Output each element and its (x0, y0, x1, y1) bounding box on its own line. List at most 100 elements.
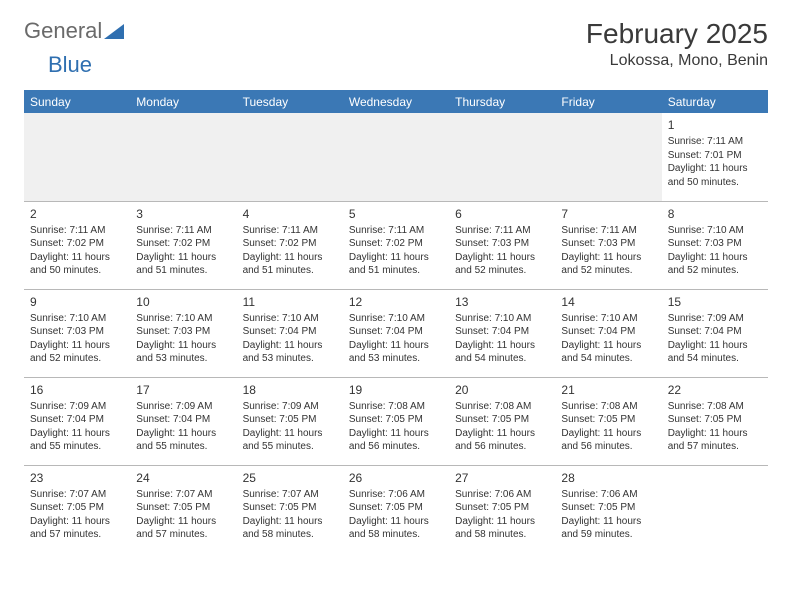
day-sunrise: Sunrise: 7:11 AM (349, 224, 443, 238)
day-sunset: Sunset: 7:05 PM (136, 501, 230, 515)
day-sunset: Sunset: 7:04 PM (349, 325, 443, 339)
day-daylight: Daylight: 11 hours and 57 minutes. (136, 515, 230, 542)
calendar-cell: 3Sunrise: 7:11 AMSunset: 7:02 PMDaylight… (130, 201, 236, 289)
day-sunrise: Sunrise: 7:10 AM (668, 224, 762, 238)
calendar-cell: 27Sunrise: 7:06 AMSunset: 7:05 PMDayligh… (449, 465, 555, 553)
calendar-cell: 19Sunrise: 7:08 AMSunset: 7:05 PMDayligh… (343, 377, 449, 465)
day-sunrise: Sunrise: 7:07 AM (243, 488, 337, 502)
calendar-row: 23Sunrise: 7:07 AMSunset: 7:05 PMDayligh… (24, 465, 768, 553)
day-number: 13 (455, 294, 549, 310)
day-sunrise: Sunrise: 7:06 AM (561, 488, 655, 502)
day-sunrise: Sunrise: 7:09 AM (30, 400, 124, 414)
day-number: 20 (455, 382, 549, 398)
day-daylight: Daylight: 11 hours and 52 minutes. (30, 339, 124, 366)
day-daylight: Daylight: 11 hours and 53 minutes. (349, 339, 443, 366)
weekday-header: Sunday (24, 91, 130, 114)
day-sunset: Sunset: 7:05 PM (561, 501, 655, 515)
day-sunrise: Sunrise: 7:08 AM (455, 400, 549, 414)
day-daylight: Daylight: 11 hours and 56 minutes. (455, 427, 549, 454)
day-number: 9 (30, 294, 124, 310)
calendar-table: Sunday Monday Tuesday Wednesday Thursday… (24, 90, 768, 553)
day-daylight: Daylight: 11 hours and 56 minutes. (561, 427, 655, 454)
day-daylight: Daylight: 11 hours and 54 minutes. (561, 339, 655, 366)
day-number: 8 (668, 206, 762, 222)
calendar-cell-empty (237, 113, 343, 201)
day-number: 1 (668, 117, 762, 133)
day-sunrise: Sunrise: 7:11 AM (668, 135, 762, 149)
weekday-header: Thursday (449, 91, 555, 114)
day-number: 27 (455, 470, 549, 486)
day-sunset: Sunset: 7:05 PM (455, 501, 549, 515)
calendar-cell: 26Sunrise: 7:06 AMSunset: 7:05 PMDayligh… (343, 465, 449, 553)
day-sunset: Sunset: 7:02 PM (136, 237, 230, 251)
day-sunrise: Sunrise: 7:11 AM (136, 224, 230, 238)
day-sunset: Sunset: 7:03 PM (455, 237, 549, 251)
month-title: February 2025 (586, 18, 768, 50)
calendar-cell: 16Sunrise: 7:09 AMSunset: 7:04 PMDayligh… (24, 377, 130, 465)
calendar-body: 1Sunrise: 7:11 AMSunset: 7:01 PMDaylight… (24, 113, 768, 553)
calendar-cell: 22Sunrise: 7:08 AMSunset: 7:05 PMDayligh… (662, 377, 768, 465)
day-sunrise: Sunrise: 7:08 AM (561, 400, 655, 414)
day-daylight: Daylight: 11 hours and 50 minutes. (668, 162, 762, 189)
calendar-cell: 1Sunrise: 7:11 AMSunset: 7:01 PMDaylight… (662, 113, 768, 201)
day-sunrise: Sunrise: 7:07 AM (30, 488, 124, 502)
day-sunrise: Sunrise: 7:06 AM (349, 488, 443, 502)
calendar-cell: 18Sunrise: 7:09 AMSunset: 7:05 PMDayligh… (237, 377, 343, 465)
day-number: 11 (243, 294, 337, 310)
calendar-cell: 24Sunrise: 7:07 AMSunset: 7:05 PMDayligh… (130, 465, 236, 553)
calendar-cell: 6 Sunrise: 7:11 AMSunset: 7:03 PMDaylight… (449, 201, 555, 289)
logo-text-blue: Blue (48, 52, 92, 77)
day-number: 2 (30, 206, 124, 222)
day-sunrise: Sunrise: 7:10 AM (349, 312, 443, 326)
day-sunrise: Sunrise: 7:10 AM (30, 312, 124, 326)
day-number: 14 (561, 294, 655, 310)
day-sunset: Sunset: 7:04 PM (455, 325, 549, 339)
day-daylight: Daylight: 11 hours and 51 minutes. (136, 251, 230, 278)
day-number: 6 (455, 206, 549, 222)
calendar-cell: 20Sunrise: 7:08 AMSunset: 7:05 PMDayligh… (449, 377, 555, 465)
weekday-header: Saturday (662, 91, 768, 114)
day-sunrise: Sunrise: 7:11 AM (455, 224, 549, 238)
day-sunset: Sunset: 7:04 PM (136, 413, 230, 427)
calendar-cell: 15Sunrise: 7:09 AMSunset: 7:04 PMDayligh… (662, 289, 768, 377)
day-sunrise: Sunrise: 7:10 AM (561, 312, 655, 326)
weekday-header: Friday (555, 91, 661, 114)
calendar-cell: 9Sunrise: 7:10 AMSunset: 7:03 PMDaylight… (24, 289, 130, 377)
calendar-cell: 8Sunrise: 7:10 AMSunset: 7:03 PMDaylight… (662, 201, 768, 289)
calendar-cell-empty (555, 113, 661, 201)
day-sunset: Sunset: 7:02 PM (30, 237, 124, 251)
day-sunset: Sunset: 7:03 PM (561, 237, 655, 251)
day-sunset: Sunset: 7:03 PM (136, 325, 230, 339)
day-daylight: Daylight: 11 hours and 54 minutes. (668, 339, 762, 366)
calendar-cell: 17Sunrise: 7:09 AMSunset: 7:04 PMDayligh… (130, 377, 236, 465)
day-sunset: Sunset: 7:02 PM (243, 237, 337, 251)
day-sunrise: Sunrise: 7:11 AM (243, 224, 337, 238)
calendar-cell: 14Sunrise: 7:10 AMSunset: 7:04 PMDayligh… (555, 289, 661, 377)
day-sunrise: Sunrise: 7:11 AM (30, 224, 124, 238)
logo-text-general: General (24, 18, 102, 44)
day-number: 16 (30, 382, 124, 398)
calendar-cell: 10Sunrise: 7:10 AMSunset: 7:03 PMDayligh… (130, 289, 236, 377)
day-daylight: Daylight: 11 hours and 58 minutes. (349, 515, 443, 542)
day-number: 26 (349, 470, 443, 486)
day-sunrise: Sunrise: 7:10 AM (243, 312, 337, 326)
day-daylight: Daylight: 11 hours and 52 minutes. (561, 251, 655, 278)
calendar-row: 2Sunrise: 7:11 AMSunset: 7:02 PMDaylight… (24, 201, 768, 289)
calendar-cell: 13Sunrise: 7:10 AMSunset: 7:04 PMDayligh… (449, 289, 555, 377)
calendar-cell: 21Sunrise: 7:08 AMSunset: 7:05 PMDayligh… (555, 377, 661, 465)
day-sunset: Sunset: 7:04 PM (243, 325, 337, 339)
day-daylight: Daylight: 11 hours and 52 minutes. (455, 251, 549, 278)
day-sunset: Sunset: 7:05 PM (243, 501, 337, 515)
day-daylight: Daylight: 11 hours and 50 minutes. (30, 251, 124, 278)
calendar-row: 1Sunrise: 7:11 AMSunset: 7:01 PMDaylight… (24, 113, 768, 201)
day-daylight: Daylight: 11 hours and 59 minutes. (561, 515, 655, 542)
weekday-header: Wednesday (343, 91, 449, 114)
day-daylight: Daylight: 11 hours and 57 minutes. (668, 427, 762, 454)
calendar-cell: 11Sunrise: 7:10 AMSunset: 7:04 PMDayligh… (237, 289, 343, 377)
day-daylight: Daylight: 11 hours and 58 minutes. (243, 515, 337, 542)
day-number: 4 (243, 206, 337, 222)
day-daylight: Daylight: 11 hours and 51 minutes. (243, 251, 337, 278)
calendar-cell-empty (130, 113, 236, 201)
calendar-cell-empty (662, 465, 768, 553)
calendar-cell-empty (343, 113, 449, 201)
